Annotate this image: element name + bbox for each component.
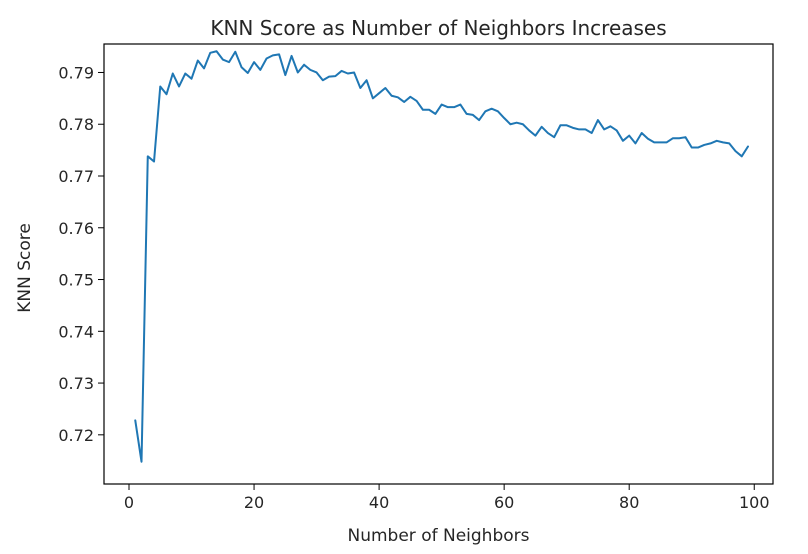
- y-axis-ticks: 0.72 0.73 0.74 0.75 0.76 0.77 0.78 0.79: [58, 63, 104, 445]
- y-tick-label: 0.73: [58, 374, 94, 393]
- plot-layer: [134, 50, 749, 463]
- x-tick-label: 100: [739, 493, 770, 512]
- x-tick-label: 20: [244, 493, 264, 512]
- y-tick-label: 0.75: [58, 271, 94, 290]
- x-tick-label: 60: [494, 493, 514, 512]
- y-tick-label: 0.76: [58, 219, 94, 238]
- x-tick-label: 0: [124, 493, 134, 512]
- chart-title: KNN Score as Number of Neighbors Increas…: [210, 16, 666, 40]
- x-axis-ticks: 0 20 40 60 80 100: [124, 484, 770, 512]
- y-axis-label: KNN Score: [15, 223, 35, 313]
- knn-score-line: [134, 50, 749, 463]
- y-tick-label: 0.79: [58, 63, 94, 82]
- y-tick-label: 0.74: [58, 322, 94, 341]
- x-tick-label: 80: [619, 493, 639, 512]
- y-tick-label: 0.72: [58, 426, 94, 445]
- x-tick-label: 40: [369, 493, 389, 512]
- y-tick-label: 0.78: [58, 115, 94, 134]
- y-tick-label: 0.77: [58, 167, 94, 186]
- plot-frame: [103, 43, 774, 485]
- x-axis-label: Number of Neighbors: [348, 526, 530, 546]
